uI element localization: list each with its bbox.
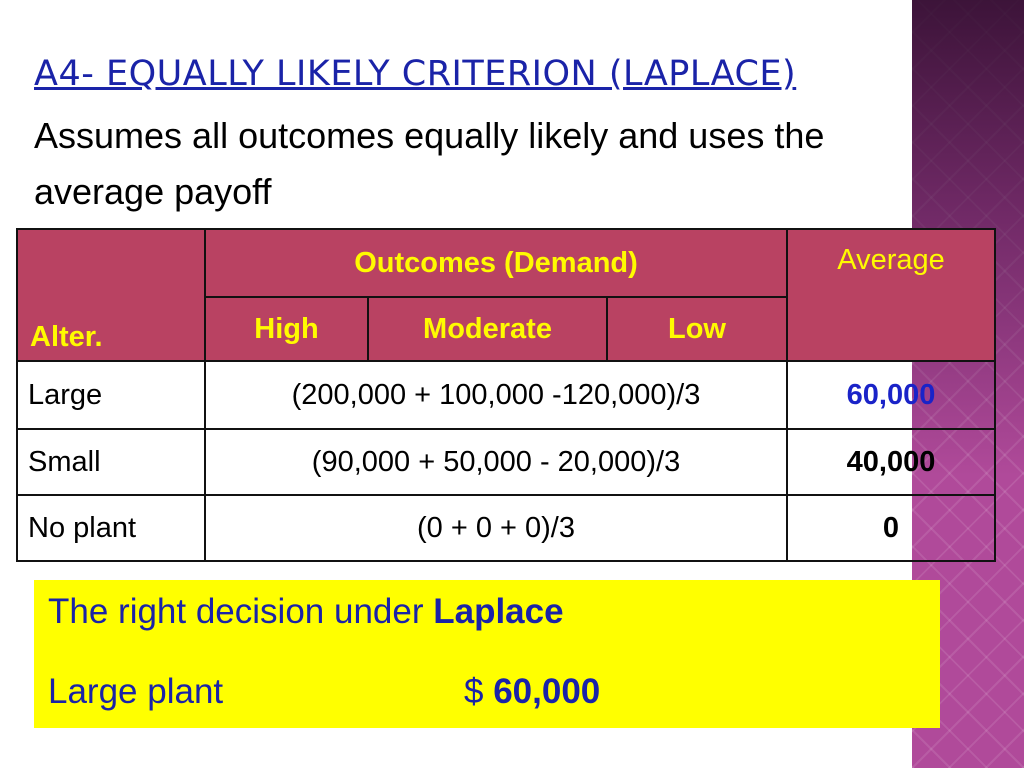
table-row: No plant (0 + 0 + 0)/3 0 [16, 494, 996, 562]
conclusion-method: Laplace [433, 592, 564, 631]
table-row: Large (200,000 + 100,000 -120,000)/3 60,… [16, 360, 996, 430]
conclusion-line-2: Large plant $ 60,000 [48, 672, 600, 712]
row-formula: (0 + 0 + 0)/3 [204, 494, 788, 562]
header-outcome-low: Low [606, 296, 788, 362]
row-average-value: 0 [786, 494, 996, 562]
currency-symbol: $ [464, 672, 494, 711]
row-average-value: 60,000 [786, 360, 996, 430]
conclusion-prefix: The right decision under [48, 592, 434, 631]
header-average: Average [786, 228, 996, 362]
header-outcomes-group: Outcomes (Demand) [204, 228, 788, 298]
conclusion-value: 60,000 [493, 672, 601, 711]
table-row: Small (90,000 + 50,000 - 20,000)/3 40,00… [16, 428, 996, 496]
slide-subtitle: Assumes all outcomes equally likely and … [34, 115, 825, 212]
row-formula: (200,000 + 100,000 -120,000)/3 [204, 360, 788, 430]
row-average-value: 40,000 [786, 428, 996, 496]
header-row-2: High Moderate Low [17, 296, 995, 362]
header-outcome-moderate: Moderate [367, 296, 608, 362]
row-alternative-label: Large [16, 360, 206, 430]
conclusion-decision: Large plant [48, 672, 224, 711]
payoff-table: Alter. Outcomes (Demand) Average High Mo… [16, 228, 996, 562]
row-formula: (90,000 + 50,000 - 20,000)/3 [204, 428, 788, 496]
row-alternative-label: Small [16, 428, 206, 496]
conclusion-banner: The right decision under Laplace Large p… [34, 580, 940, 728]
row-alternative-label: No plant [16, 494, 206, 562]
slide-title: A4- EQUALLY LIKELY CRITERION (LAPLACE) [34, 54, 797, 94]
conclusion-amount: $ 60,000 [464, 672, 600, 712]
header-row-1: Alter. Outcomes (Demand) Average [16, 228, 996, 362]
header-outcome-high: High [204, 296, 369, 362]
conclusion-line-1: The right decision under Laplace [48, 592, 564, 632]
header-alternative: Alter. [16, 228, 206, 362]
